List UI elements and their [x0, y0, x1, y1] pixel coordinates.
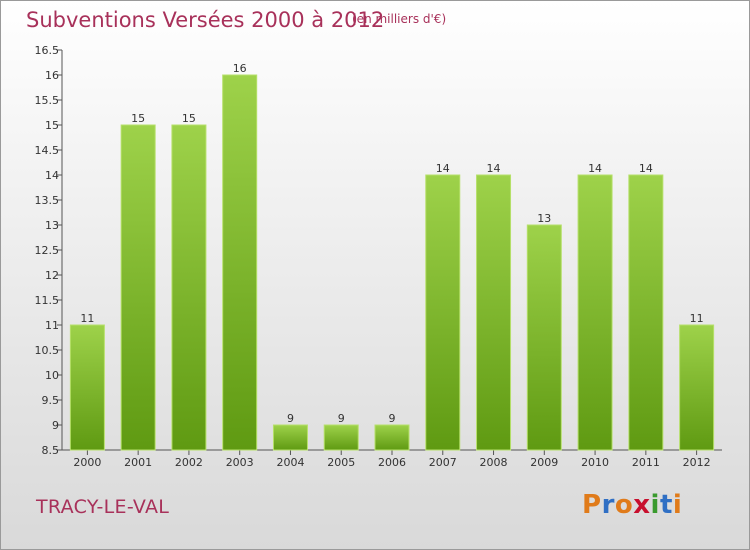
logo-letter: x [633, 490, 651, 520]
y-tick-label: 14 [45, 169, 59, 182]
y-tick-label: 11 [45, 319, 59, 332]
unit-note: (en milliers d'€) [352, 12, 447, 26]
bar [272, 424, 308, 451]
bar [628, 174, 664, 451]
x-tick-label: 2012 [683, 456, 711, 469]
bar [120, 124, 156, 451]
data-label: 9 [389, 412, 396, 425]
bar [425, 174, 461, 451]
bar [374, 424, 410, 451]
bar [222, 74, 258, 451]
data-label: 14 [639, 162, 653, 175]
bar [171, 124, 207, 451]
bar [323, 424, 359, 451]
x-tick-label: 2003 [226, 456, 254, 469]
y-tick-label: 13.5 [35, 194, 60, 207]
x-tick-label: 2010 [581, 456, 609, 469]
bar [69, 324, 105, 451]
logo-letter: i [650, 490, 660, 520]
data-label: 14 [588, 162, 602, 175]
data-label: 11 [690, 312, 704, 325]
y-tick-label: 13 [45, 219, 59, 232]
y-tick-label: 10 [45, 369, 59, 382]
logo-letter: i [672, 490, 683, 520]
bar [577, 174, 613, 451]
y-tick-label: 9.5 [42, 394, 60, 407]
bar [526, 224, 562, 451]
logo-letter: o [614, 490, 634, 520]
y-tick-label: 14.5 [35, 144, 60, 157]
proxiti-logo[interactable]: Proxiti [582, 490, 682, 520]
bar [476, 174, 512, 451]
data-label: 9 [287, 412, 294, 425]
y-tick-label: 10.5 [35, 344, 60, 357]
data-label: 9 [338, 412, 345, 425]
x-tick-label: 2007 [429, 456, 457, 469]
y-tick-label: 9 [52, 419, 59, 432]
data-label: 14 [436, 162, 450, 175]
x-tick-label: 2006 [378, 456, 406, 469]
data-label: 14 [487, 162, 501, 175]
y-tick-label: 16.5 [35, 44, 60, 57]
y-tick-label: 12 [45, 269, 59, 282]
data-label: 13 [537, 212, 551, 225]
y-tick-label: 8.5 [42, 444, 60, 457]
data-label: 15 [131, 112, 145, 125]
x-tick-label: 2009 [530, 456, 558, 469]
logo-letter: t [659, 490, 673, 520]
bar [679, 324, 715, 451]
y-tick-label: 15.5 [35, 94, 60, 107]
y-tick-label: 15 [45, 119, 59, 132]
x-tick-label: 2000 [73, 456, 101, 469]
data-label: 15 [182, 112, 196, 125]
x-tick-label: 2005 [327, 456, 355, 469]
data-label: 11 [80, 312, 94, 325]
data-label: 16 [233, 62, 247, 75]
y-tick-label: 11.5 [35, 294, 60, 307]
x-tick-label: 2001 [124, 456, 152, 469]
x-tick-label: 2008 [480, 456, 508, 469]
commune-name: TRACY-LE-VAL [36, 496, 170, 518]
x-tick-label: 2002 [175, 456, 203, 469]
y-tick-label: 16 [45, 69, 59, 82]
x-tick-label: 2004 [276, 456, 304, 469]
logo-letter: P [582, 490, 602, 520]
logo-letter: r [601, 490, 615, 520]
x-tick-label: 2011 [632, 456, 660, 469]
y-tick-label: 12.5 [35, 244, 60, 257]
chart-title: Subventions Versées 2000 à 2012 [26, 8, 385, 32]
